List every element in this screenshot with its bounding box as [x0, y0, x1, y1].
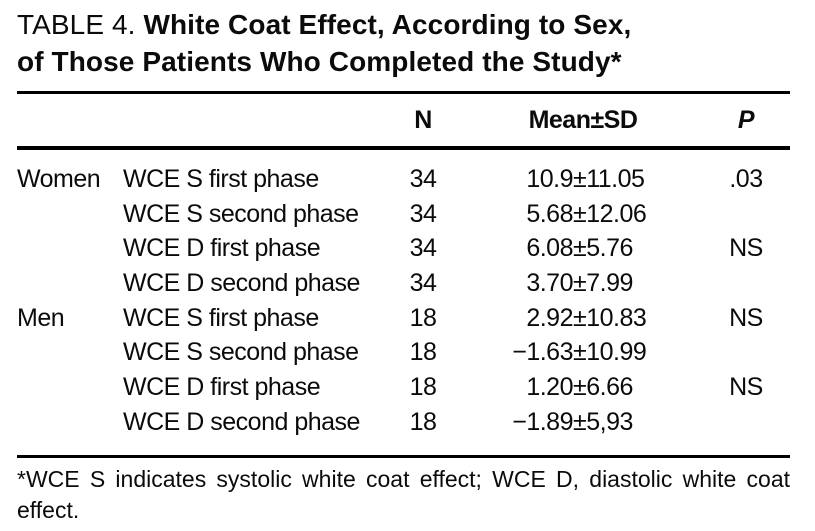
row-measure-label: WCE S second phase	[123, 338, 359, 367]
sd-value: 6.66	[586, 372, 633, 401]
table-title-line2: of Those Patients Who Completed the Stud…	[17, 46, 622, 77]
row-mean-sd-value: 3.70 ±7.99	[463, 269, 700, 298]
row-measure-label: WCE S second phase	[123, 199, 359, 228]
table-row: WCE D second phase 18 −1.89 ±5,93	[0, 405, 815, 440]
sd-value: 12.06	[586, 199, 647, 228]
table-title-line1: TABLE 4. White Coat Effect, According to…	[17, 6, 797, 43]
row-measure-label: WCE D first phase	[123, 372, 321, 401]
bottom-rule	[17, 455, 790, 458]
row-p-value: .03	[729, 164, 763, 193]
plus-minus-sign: ±	[573, 372, 587, 401]
row-n-value: 18	[409, 303, 437, 332]
table-title: TABLE 4. White Coat Effect, According to…	[17, 6, 797, 80]
plus-minus-sign: ±	[573, 338, 587, 367]
row-sex-label: Men	[17, 303, 65, 332]
row-measure-label: WCE S first phase	[123, 164, 319, 193]
row-mean-sd-value: 10.9 ±11.05	[463, 165, 700, 194]
row-mean-sd-value: −1.63 ±10.99	[463, 338, 700, 367]
mean-value: 5.68	[526, 199, 573, 228]
row-n-value: 34	[409, 268, 437, 297]
row-measure-label: WCE D second phase	[123, 407, 360, 436]
row-n-value: 34	[409, 199, 437, 228]
plus-minus-sign: ±	[573, 303, 587, 332]
plus-minus-sign: ±	[573, 199, 587, 228]
row-mean-sd-value: 2.92 ±10.83	[463, 304, 700, 333]
table-row: Men WCE S first phase 18 2.92 ±10.83 NS	[0, 301, 815, 336]
sd-value: 5,93	[586, 407, 633, 436]
mean-value: 6.08	[526, 234, 573, 263]
row-n-value: 18	[409, 372, 437, 401]
table-number-label: TABLE 4.	[17, 9, 136, 40]
top-rule	[17, 91, 790, 94]
row-n-value: 34	[409, 234, 437, 263]
row-mean-sd-value: 5.68 ±12.06	[463, 200, 700, 229]
row-sex-label: Women	[17, 164, 101, 193]
plus-minus-sign: ±	[573, 234, 587, 263]
plus-minus-sign: ±	[573, 164, 587, 193]
row-n-value: 18	[409, 407, 437, 436]
table-row: WCE D first phase 34 6.08 ±5.76 NS	[0, 231, 815, 266]
row-measure-label: WCE D second phase	[123, 268, 360, 297]
mean-value: 3.70	[526, 268, 573, 297]
row-n-value: 34	[409, 164, 437, 193]
column-header-n: N	[414, 105, 432, 134]
row-p-value: NS	[729, 303, 763, 332]
column-header-p: P	[737, 105, 755, 134]
mean-value: 2.92	[526, 303, 573, 332]
column-header-mean-sd: Mean±SD	[528, 105, 638, 134]
plus-minus-sign: ±	[573, 268, 587, 297]
table-row: Women WCE S first phase 34 10.9 ±11.05 .0…	[0, 162, 815, 197]
table-row: WCE D second phase 34 3.70 ±7.99	[0, 266, 815, 301]
row-p-value: NS	[729, 234, 763, 263]
sd-value: 5.76	[586, 234, 633, 263]
row-measure-label: WCE D first phase	[123, 234, 321, 263]
table-row: WCE S second phase 34 5.68 ±12.06	[0, 197, 815, 232]
row-mean-sd-value: 6.08 ±5.76	[463, 234, 700, 263]
row-p-value: NS	[729, 372, 763, 401]
row-mean-sd-value: 1.20 ±6.66	[463, 373, 700, 402]
mean-value: 10.9	[526, 164, 573, 193]
table-footnote: *WCE S indicates systolic white coat eff…	[17, 466, 790, 523]
mean-value: −1.89	[512, 407, 573, 436]
row-mean-sd-value: −1.89 ±5,93	[463, 408, 700, 437]
table-body: Women WCE S first phase 34 10.9 ±11.05 .0…	[0, 162, 815, 440]
header-rule	[17, 146, 790, 150]
table-row: WCE D first phase 18 1.20 ±6.66 NS	[0, 370, 815, 405]
sd-value: 10.99	[586, 338, 647, 367]
plus-minus-sign: ±	[573, 407, 587, 436]
table-title-text: White Coat Effect, According to Sex,	[143, 9, 632, 40]
mean-value: −1.63	[512, 338, 573, 367]
sd-value: 11.05	[586, 164, 645, 193]
table-header-row: N Mean±SD P	[0, 94, 815, 146]
row-n-value: 18	[409, 338, 437, 367]
sd-value: 10.83	[586, 303, 647, 332]
mean-value: 1.20	[526, 372, 573, 401]
sd-value: 7.99	[586, 268, 633, 297]
table-row: WCE S second phase 18 −1.63 ±10.99	[0, 335, 815, 370]
row-measure-label: WCE S first phase	[123, 303, 319, 332]
